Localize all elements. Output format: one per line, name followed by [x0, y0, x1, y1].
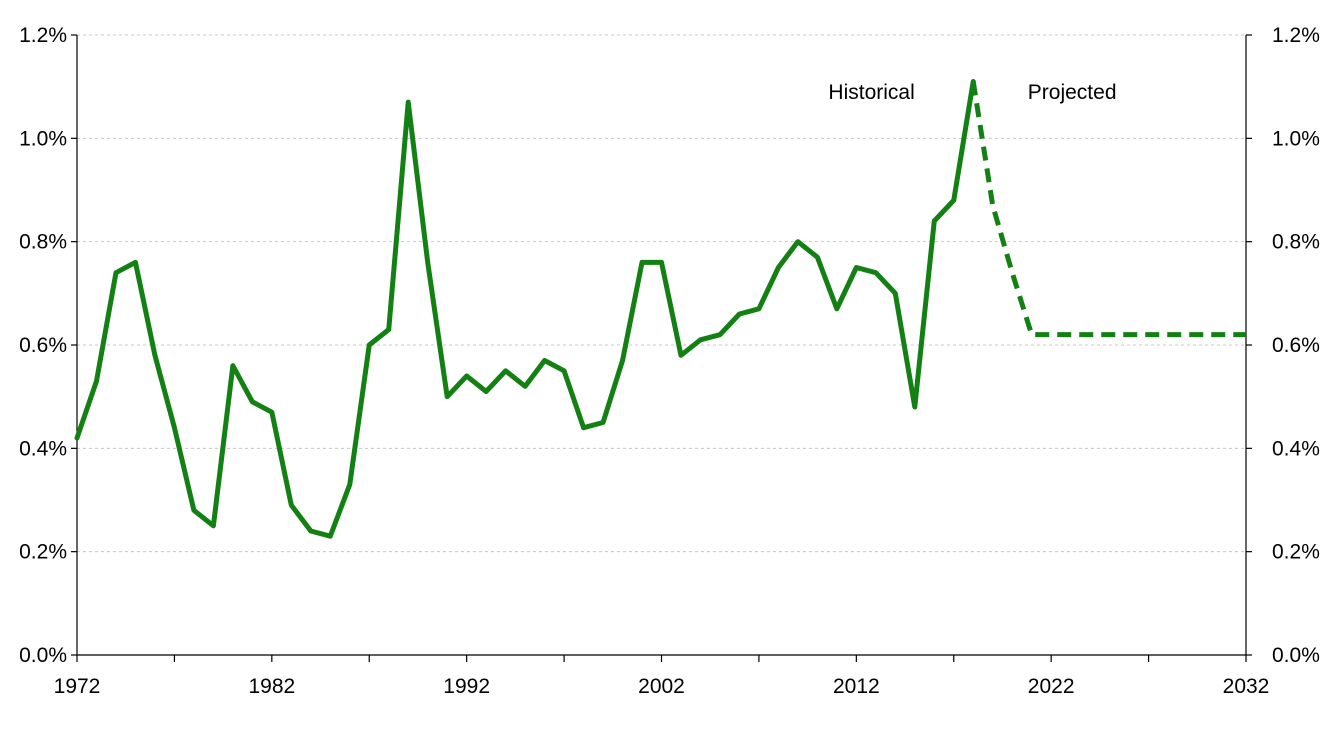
y-tick-label-right: 0.8% — [1272, 231, 1320, 254]
data-point — [678, 353, 683, 358]
data-point — [1029, 332, 1034, 337]
data-point — [854, 265, 859, 270]
data-point — [152, 353, 157, 358]
y-tick-label-right: 0.0% — [1272, 644, 1320, 667]
data-point — [737, 312, 742, 317]
data-point — [464, 374, 469, 379]
data-point — [893, 291, 898, 296]
data-point — [94, 379, 99, 384]
x-tick-label: 1992 — [443, 675, 490, 698]
y-tick-label-right: 1.2% — [1272, 24, 1320, 47]
data-point — [951, 198, 956, 203]
data-point — [113, 270, 118, 275]
data-point — [308, 529, 313, 534]
data-point — [756, 306, 761, 311]
data-point — [75, 436, 80, 441]
data-point — [1146, 332, 1151, 337]
data-point — [386, 327, 391, 332]
x-tick-label: 2032 — [1223, 675, 1270, 698]
y-tick-label-left: 0.0% — [19, 644, 67, 667]
x-tick-label: 2022 — [1028, 675, 1075, 698]
tick-labels: 0.0% 0.0% 0.2% 0.2% 0.4% 0.4% 0.6% 0.6% 0.8% 0.8%… — [19, 24, 1320, 698]
data-point — [873, 270, 878, 275]
y-tick-label-left: 1.0% — [19, 127, 67, 150]
x-tick-label: 2002 — [638, 675, 685, 698]
data-point — [1049, 332, 1054, 337]
data-point — [250, 399, 255, 404]
data-point — [1224, 332, 1229, 337]
annotation-historical: Historical — [828, 81, 914, 104]
y-tick-label-left: 0.2% — [19, 541, 67, 564]
annotation-projected: Projected — [1028, 81, 1117, 104]
data-point — [542, 358, 547, 363]
data-point — [581, 425, 586, 430]
data-point — [717, 332, 722, 337]
data-point — [269, 410, 274, 415]
data-point — [562, 368, 567, 373]
data-point — [1244, 332, 1249, 337]
data-point — [289, 503, 294, 508]
data-point — [347, 482, 352, 487]
gridlines — [77, 34, 1246, 553]
y-tick-label-right: 1.0% — [1272, 127, 1320, 150]
y-tick-label-left: 1.2% — [19, 24, 67, 47]
annotations: Historical Projected — [828, 81, 1116, 104]
x-tick-label: 1982 — [248, 675, 295, 698]
data-point — [834, 306, 839, 311]
data-point — [659, 260, 664, 265]
y-tick-label-left: 0.6% — [19, 334, 67, 357]
data-point — [406, 100, 411, 105]
data-point — [971, 79, 976, 84]
data-point — [328, 534, 333, 539]
data-point — [620, 358, 625, 363]
data-point — [172, 425, 177, 430]
data-point — [1068, 332, 1073, 337]
data-point — [601, 420, 606, 425]
y-tick-label-left: 0.8% — [19, 231, 67, 254]
data-point — [1127, 332, 1132, 337]
data-point — [133, 260, 138, 265]
projected-series-line — [970, 81, 1246, 338]
data-point — [503, 368, 508, 373]
data-point — [776, 265, 781, 270]
data-point — [191, 508, 196, 513]
data-point — [990, 203, 995, 208]
data-point — [795, 239, 800, 244]
data-point — [367, 343, 372, 348]
data-point — [1107, 332, 1112, 337]
x-tick-label: 2012 — [833, 675, 880, 698]
data-point — [698, 337, 703, 342]
y-tick-label-right: 0.4% — [1272, 437, 1320, 460]
axes — [71, 34, 1252, 662]
data-point — [640, 260, 645, 265]
y-tick-label-right: 0.2% — [1272, 541, 1320, 564]
x-tick-label: 1972 — [54, 675, 101, 698]
data-point — [1010, 270, 1015, 275]
y-tick-label-left: 0.4% — [19, 437, 67, 460]
data-point — [445, 394, 450, 399]
data-point — [484, 389, 489, 394]
data-point — [230, 363, 235, 368]
data-point — [1166, 332, 1171, 337]
series-lines — [74, 79, 1249, 539]
data-point — [1185, 332, 1190, 337]
data-point — [932, 219, 937, 224]
data-point — [815, 255, 820, 260]
data-point — [425, 260, 430, 265]
historical-series-line — [74, 79, 976, 539]
data-point — [912, 405, 917, 410]
data-point — [211, 523, 216, 528]
data-point — [1205, 332, 1210, 337]
y-tick-label-right: 0.6% — [1272, 334, 1320, 357]
data-point — [523, 384, 528, 389]
data-point — [1088, 332, 1093, 337]
